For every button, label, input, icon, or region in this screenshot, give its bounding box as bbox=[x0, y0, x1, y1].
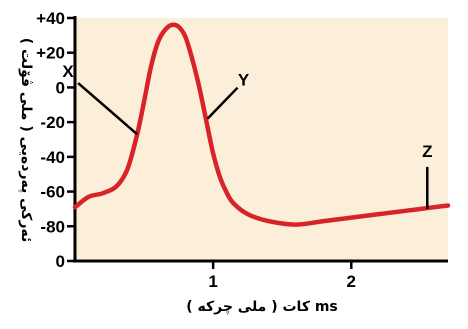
y-tick-label: -60 bbox=[40, 183, 65, 202]
y-tick-label: +20 bbox=[36, 44, 65, 63]
y-axis-title: ئەرکی پەردەیی ( ملی ڤۆلت ) bbox=[18, 38, 34, 243]
annotation-x-label: X bbox=[62, 62, 74, 81]
annotation-z-label: Z bbox=[422, 142, 432, 161]
x-tick-label: 2 bbox=[347, 272, 356, 291]
plot-background bbox=[73, 18, 448, 261]
annotation-y-leader bbox=[206, 86, 239, 120]
y-tick-label: 0 bbox=[56, 252, 65, 271]
y-tick-label: -40 bbox=[40, 148, 65, 167]
series-line bbox=[72, 22, 451, 227]
x-tick-label: 1 bbox=[208, 272, 217, 291]
annotation-y-label: Y bbox=[238, 71, 250, 90]
y-tick-label: 0 bbox=[56, 78, 65, 97]
x-axis-title: کات ( ملی چرکە ) ms bbox=[186, 299, 338, 315]
annotation-x-leader bbox=[77, 82, 138, 136]
y-tick-label: +40 bbox=[36, 9, 65, 28]
y-tick-label: -80 bbox=[40, 217, 65, 236]
y-tick-label: -20 bbox=[40, 113, 65, 132]
